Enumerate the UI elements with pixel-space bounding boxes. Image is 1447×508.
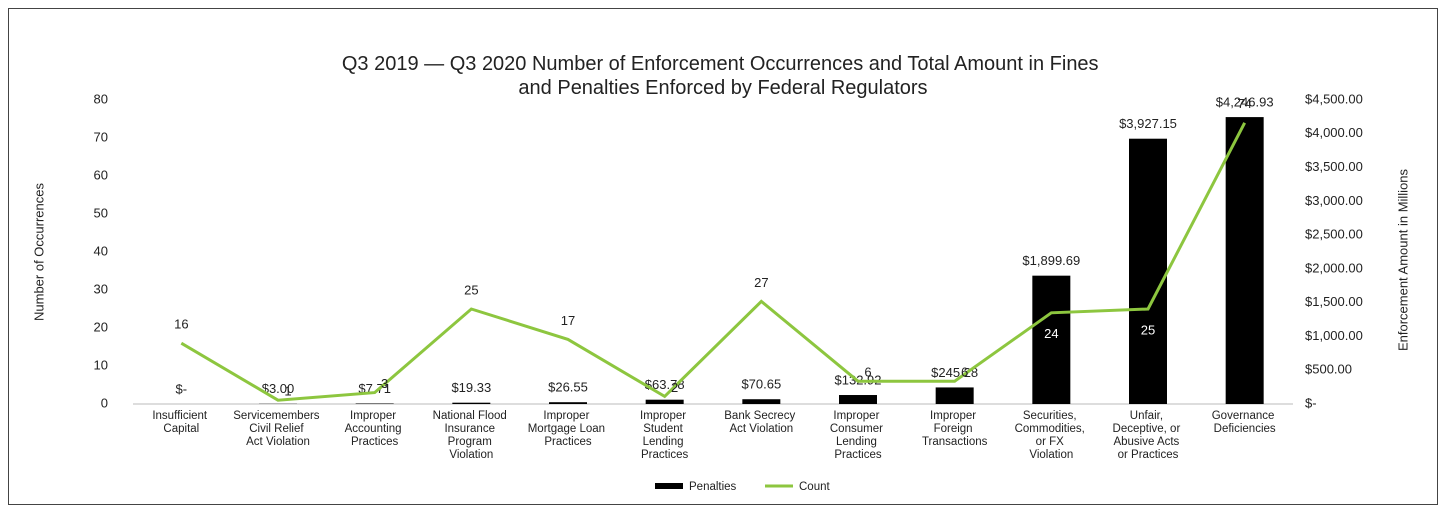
y-tick-label: 40	[94, 243, 108, 258]
bar	[645, 399, 684, 404]
y-tick-label: 0	[101, 395, 108, 410]
y-tick-label: 10	[94, 357, 108, 372]
line-value-label: 25	[1141, 322, 1155, 337]
y-axis-label: Number of Occurrences	[31, 183, 46, 321]
count-line	[180, 122, 1247, 402]
x-tick-label: Insufficient Capital	[152, 410, 210, 435]
bar	[935, 387, 974, 404]
y2-tick-label: $4,000.00	[1305, 125, 1363, 140]
line-value-label: 6	[864, 365, 871, 380]
bar-value-label: $4,246.93	[1216, 95, 1274, 110]
bar-value-label: $70.65	[741, 377, 781, 392]
bar	[839, 395, 877, 404]
x-tick-label: Improper Consumer Lending Practices	[830, 410, 886, 461]
legend-label: Count	[799, 481, 830, 493]
x-tick-label: Improper Mortgage Loan Practices	[528, 410, 609, 448]
y2-tick-label: $1,500.00	[1305, 294, 1363, 309]
x-tick-label: Securities, Commodities, or FX Violation	[1015, 410, 1089, 461]
y-tick-label: 60	[94, 167, 108, 182]
bar	[742, 399, 781, 404]
y-tick-label: 50	[94, 205, 108, 220]
y2-tick-label: $4,500.00	[1305, 91, 1363, 106]
bar-value-label: $19.33	[451, 380, 491, 395]
line-value-label: 17	[561, 313, 575, 328]
y-tick-label: 80	[94, 91, 108, 106]
line-value-label: 24	[1044, 326, 1058, 341]
bar	[549, 402, 587, 404]
x-tick-label: National Flood Insurance Program Violati…	[433, 410, 510, 461]
bar-value-label: $245.28	[931, 365, 978, 380]
y2-tick-label: $2,500.00	[1305, 227, 1363, 242]
x-tick-label: Improper Foreign Transactions	[922, 410, 988, 448]
y2-tick-label: $3,000.00	[1305, 193, 1363, 208]
legend-swatch	[655, 483, 683, 489]
chart-frame	[8, 8, 1438, 505]
y2-tick-label: $500.00	[1305, 362, 1352, 377]
x-tick-label: Governance Deficiencies	[1212, 410, 1278, 435]
x-tick-label: Improper Accounting Practices	[345, 410, 405, 448]
x-tick-label: Bank Secrecy Act Violation	[724, 410, 798, 435]
line-value-label: 3	[381, 376, 388, 391]
x-tick-label: Improper Student Lending Practices	[640, 410, 689, 461]
y-tick-label: 70	[94, 129, 108, 144]
line-value-label: 1	[284, 384, 291, 399]
y2-tick-label: $-	[1305, 395, 1317, 410]
line-value-label: 74	[1237, 96, 1251, 111]
y-tick-label: 30	[94, 281, 108, 296]
bar	[1032, 275, 1071, 404]
bar	[1129, 138, 1167, 404]
chart-title: Q3 2019 — Q3 2020 Number of Enforcement …	[342, 53, 1104, 99]
bar	[355, 403, 394, 404]
bar-value-label: $26.55	[548, 380, 588, 395]
bar-value-label: $1,899.69	[1022, 253, 1080, 268]
bar	[1225, 117, 1264, 404]
y2-axis-label: Enforcement Amount in Millions	[1395, 168, 1410, 351]
line-value-label: 27	[754, 275, 768, 290]
y-tick-label: 20	[94, 319, 108, 334]
line-value-label: 25	[464, 282, 478, 297]
y2-tick-label: $2,000.00	[1305, 260, 1363, 275]
x-tick-label: Unfair, Deceptive, or Abusive Acts or Pr…	[1113, 410, 1184, 461]
line-value-label: 6	[961, 365, 968, 380]
y2-tick-label: $3,500.00	[1305, 159, 1363, 174]
x-tick-label: Servicemembers Civil Relief Act Violatio…	[233, 410, 322, 448]
line-value-label: 16	[174, 317, 188, 332]
bar-value-label: $3.00	[262, 381, 295, 396]
bar-value-label: $-	[176, 381, 188, 396]
line-value-label: 2	[671, 380, 678, 395]
bar	[452, 402, 491, 404]
bar-value-label: $3,927.15	[1119, 116, 1177, 131]
y2-tick-label: $1,000.00	[1305, 328, 1363, 343]
legend-label: Penalties	[689, 481, 737, 493]
